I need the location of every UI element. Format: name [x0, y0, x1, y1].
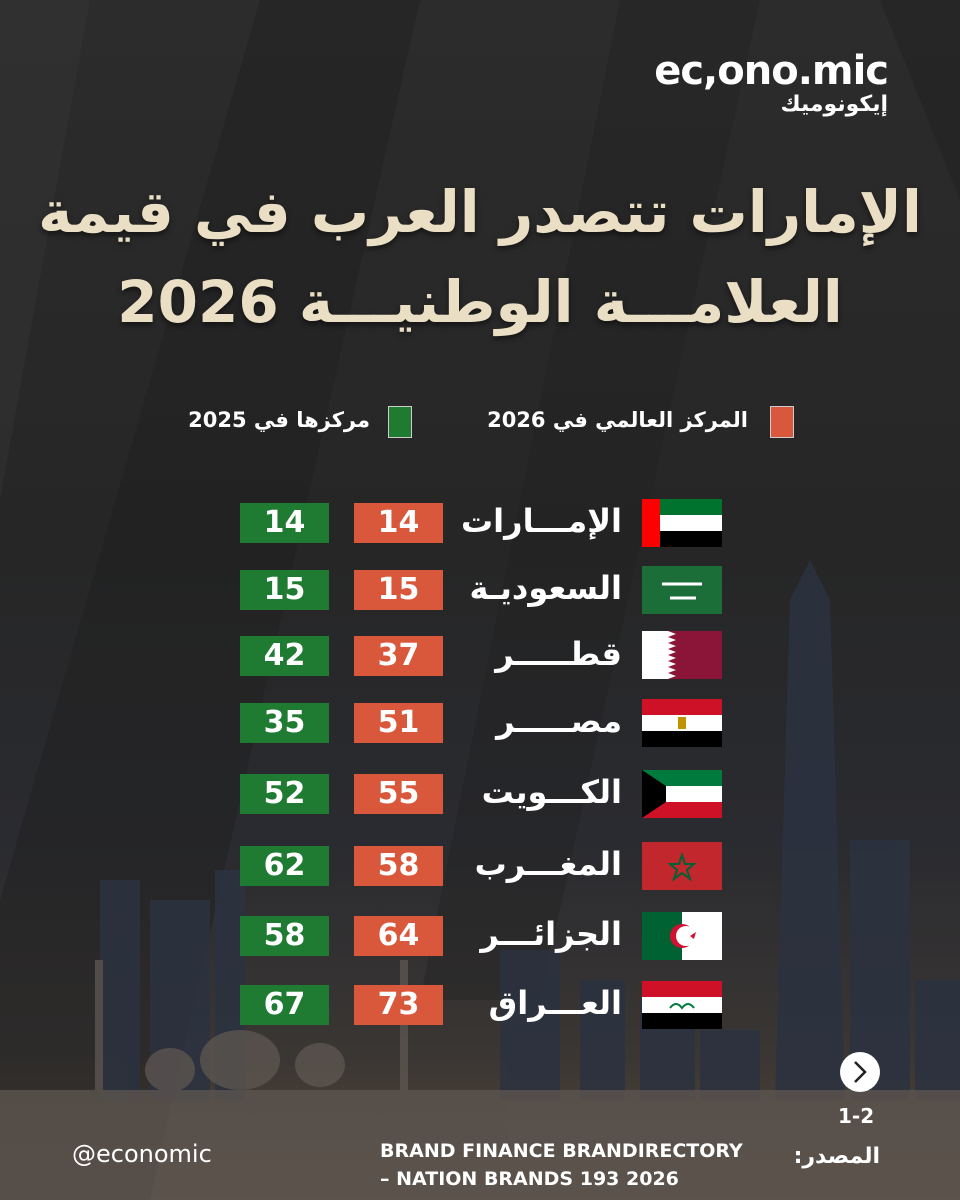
country-name: الإمـــارات — [461, 502, 622, 540]
rank-2025: 58 — [240, 916, 329, 956]
flag-iraq — [642, 981, 722, 1029]
country-name: العـــراق — [488, 984, 622, 1022]
country-name: الكـــويت — [481, 773, 622, 811]
rank-2026: 55 — [354, 774, 443, 814]
rank-2026: 15 — [354, 570, 443, 610]
flag-morocco — [642, 842, 722, 890]
brand-logo: ec,ono.mic — [654, 48, 889, 94]
rank-2026: 37 — [354, 636, 443, 676]
rank-2026: 14 — [354, 503, 443, 543]
country-name: المغـــرب — [474, 845, 622, 883]
rank-2026: 73 — [354, 985, 443, 1025]
source-label: المصدر: — [793, 1144, 880, 1169]
flag-qatar — [642, 631, 722, 679]
rank-2026: 51 — [354, 703, 443, 743]
flag-uae — [642, 499, 722, 547]
rank-2025: 35 — [240, 703, 329, 743]
flag-algeria — [642, 912, 722, 960]
rank-2025: 15 — [240, 570, 329, 610]
source-text: – NATION BRANDS 193 2026 — [380, 1168, 679, 1190]
source-text: BRAND FINANCE BRANDIRECTORY — [380, 1140, 743, 1162]
country-name: الجزائـــر — [480, 915, 622, 953]
legend-label: مركزها في 2025 — [188, 408, 370, 432]
legend-swatch — [388, 406, 412, 438]
pager: 1-2 — [838, 1104, 875, 1128]
country-name: مصـــــر — [496, 702, 622, 740]
flag-egypt — [642, 699, 722, 747]
brand-arabic: إيكونوميك — [780, 92, 888, 117]
rank-2025: 42 — [240, 636, 329, 676]
rank-2026: 58 — [354, 846, 443, 886]
title-line: الإمارات تتصدر العرب في قيمة — [38, 178, 922, 246]
handle: @economic — [72, 1140, 212, 1168]
legend-swatch — [770, 406, 794, 438]
flag-kuwait — [642, 770, 722, 818]
rank-2025: 67 — [240, 985, 329, 1025]
legend-label: المركز العالمي في 2026 — [487, 408, 748, 432]
rank-2025: 52 — [240, 774, 329, 814]
rank-2026: 64 — [354, 916, 443, 956]
flag-saudi — [642, 566, 722, 614]
country-name: السعوديـة — [469, 569, 622, 607]
rank-2025: 62 — [240, 846, 329, 886]
title-line: العلامـــة الوطنيـــة 2026 — [117, 268, 843, 336]
rank-2025: 14 — [240, 503, 329, 543]
country-name: قطـــــر — [495, 635, 622, 673]
